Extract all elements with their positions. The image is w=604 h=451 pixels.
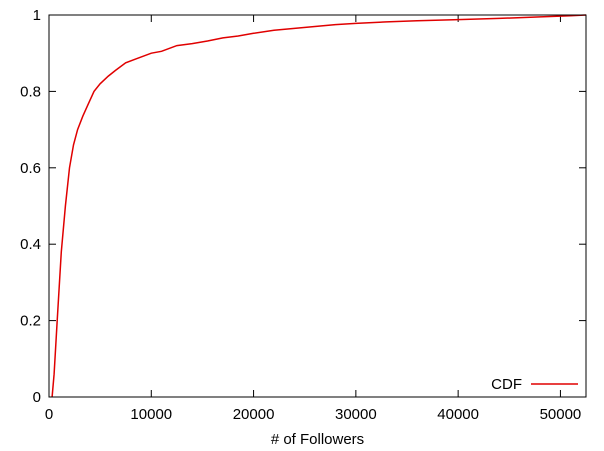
y-tick-label: 1 [33,7,41,24]
x-tick-label: 40000 [437,406,479,423]
y-tick-label: 0.6 [20,160,41,177]
y-tick-label: 0 [33,389,41,406]
x-tick-label: 20000 [233,406,275,423]
plot-frame [48,14,587,398]
labels-layer: 0 10000 20000 30000 40000 50000 0 0.2 0.4 0.6 0.8 1 [20,7,581,423]
series-line [51,14,587,398]
x-tick-label: 0 [45,406,53,423]
x-tick-label: 50000 [540,406,582,423]
y-tick-label: 0.4 [20,236,41,253]
legend-label: CDF [491,376,522,393]
legend: CDF [491,376,578,393]
x-tick-label: 10000 [130,406,172,423]
x-tick-label: 30000 [335,406,377,423]
y-tick-label: 0.8 [20,83,41,100]
x-axis-title: # of Followers [271,431,364,448]
y-tick-label: 0.2 [20,313,41,330]
ticks-layer [48,14,586,398]
